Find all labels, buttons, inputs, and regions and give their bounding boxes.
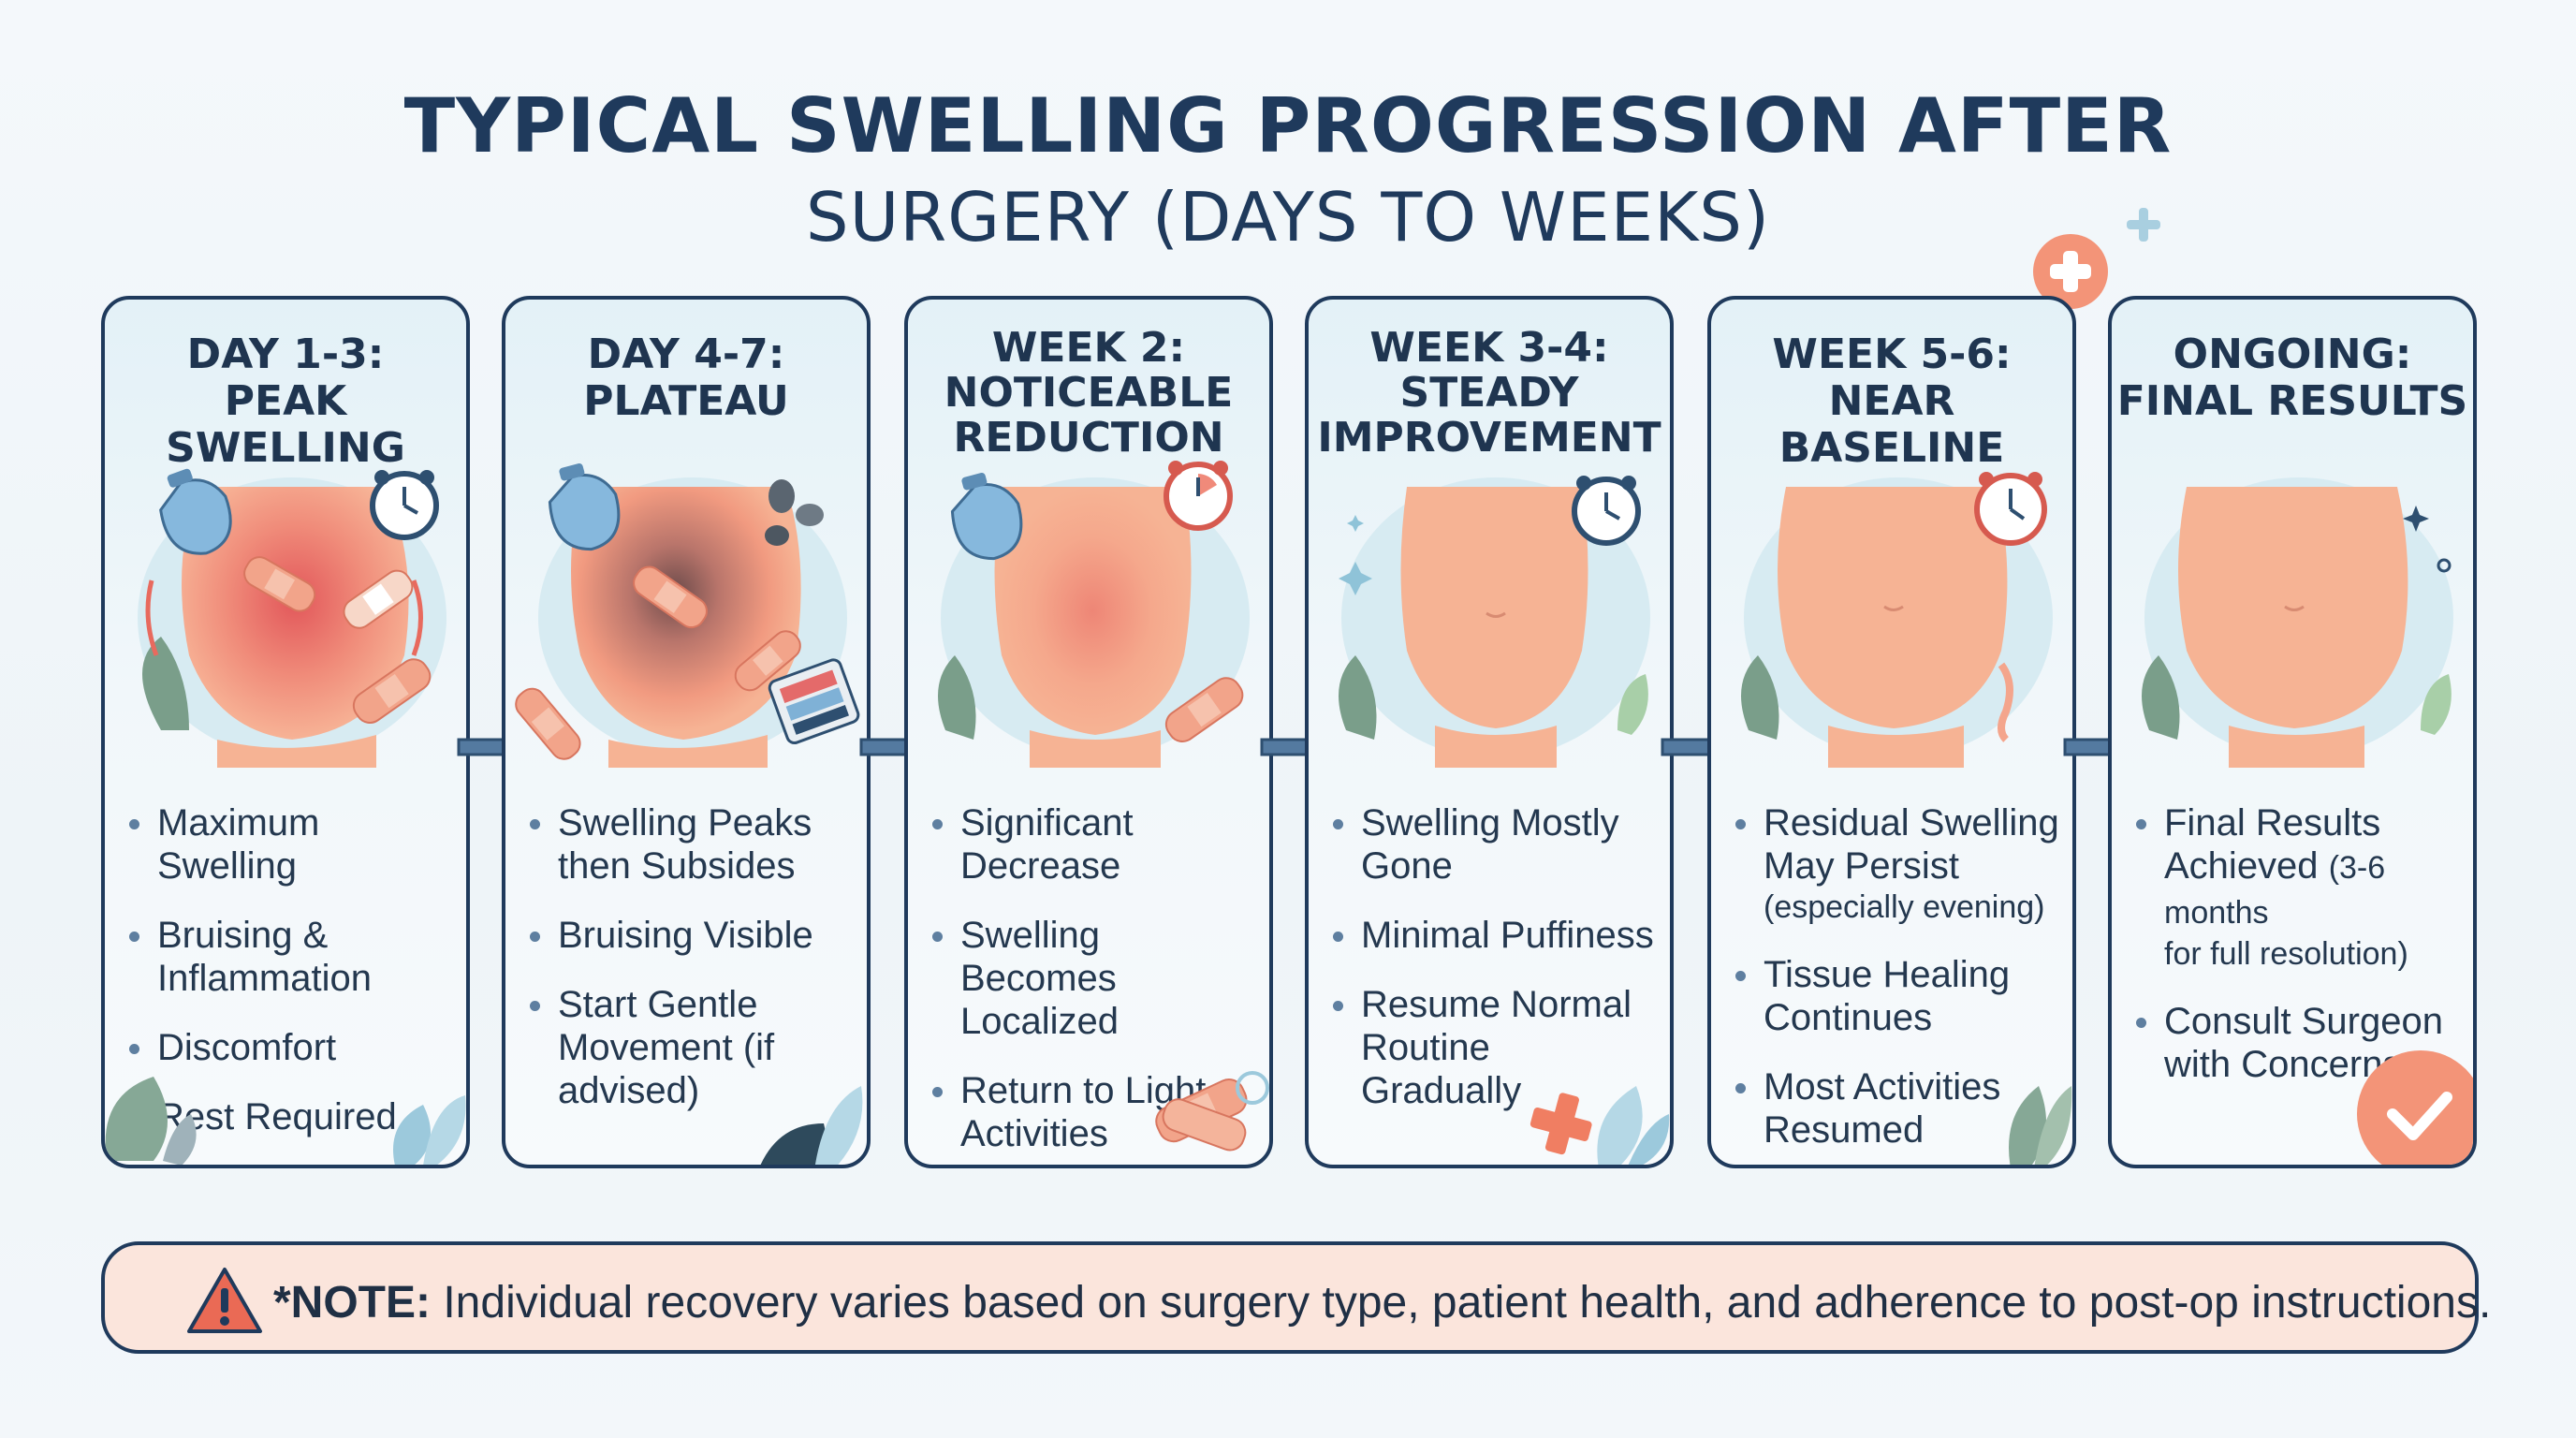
bullet-text: Final Results Achieved	[2164, 802, 2381, 887]
list-item: Swelling Becomes Localized	[927, 914, 1260, 1043]
checkmark-badge-icon	[2357, 1050, 2473, 1165]
alarm-clock-icon	[370, 470, 439, 540]
torso-near-baseline-illustration	[1741, 472, 2053, 768]
stage-period: ONGOING:	[2173, 330, 2412, 378]
ice-pack-icon	[950, 472, 1023, 561]
list-item: Resume Normal Routine Gradually	[1327, 983, 1661, 1112]
list-item: Bruising Visible	[524, 914, 857, 957]
stage-bullets: Final Results Achieved (3-6 months for fu…	[2130, 801, 2464, 1112]
stage-title-cont: IMPROVEMENT	[1317, 414, 1661, 462]
stage-title: FINAL RESULTS	[2116, 377, 2468, 425]
note-text: *NOTE: Individual recovery varies based …	[273, 1277, 2491, 1328]
stage-title: STEADY	[1399, 369, 1579, 417]
bandages-icon	[1155, 1071, 1269, 1152]
bandage-icon	[734, 630, 801, 692]
stage-heading: DAY 4-7: PLATEAU	[505, 331, 867, 425]
stage-card-ongoing: ONGOING: FINAL RESULTS Final Results Ach…	[2108, 296, 2477, 1168]
list-item: Final Results Achieved (3-6 months for fu…	[2130, 801, 2464, 974]
stage-card-week-3-4: WEEK 3-4: STEADY IMPROVEMENT Swelling Mo…	[1305, 296, 1674, 1168]
title-line-2: SURGERY (DAYS TO WEEKS)	[805, 178, 1771, 257]
stage-card-day-1-3: DAY 1-3: PEAK SWELLING	[101, 296, 470, 1168]
stage-title: NOTICEABLE	[944, 369, 1234, 417]
list-item: Maximum Swelling	[124, 801, 457, 888]
bandage-icon	[352, 658, 432, 724]
alarm-clock-icon	[1974, 472, 2047, 546]
stage-period: WEEK 2:	[991, 324, 1186, 372]
stage-title-cont: REDUCTION	[953, 414, 1224, 462]
stage-period: WEEK 5-6:	[1772, 330, 2012, 378]
stage-card-week-5-6: WEEK 5-6: NEAR BASELINE Residual Swellin…	[1707, 296, 2076, 1168]
ice-pack-icon	[159, 468, 232, 555]
torso-plateau-illustration	[515, 462, 860, 768]
sparkle-icon	[1339, 515, 1372, 595]
stage-title: NEAR BASELINE	[1778, 377, 2005, 472]
stage-title: PEAK SWELLING	[166, 377, 405, 472]
stage-bullets: Residual Swelling May Persist (especially…	[1730, 801, 2063, 1165]
alarm-clock-icon	[1164, 461, 1233, 531]
list-item: Start Gentle Movement (if advised)	[524, 983, 857, 1112]
note-banner: *NOTE: Individual recovery varies based …	[101, 1241, 2491, 1354]
bandage-icon	[633, 565, 708, 629]
circle-dot-icon	[2437, 558, 2452, 573]
warning-triangle-icon	[187, 1268, 262, 1333]
bullet-note-cont: for full resolution)	[2164, 936, 2408, 972]
bullet-note: (3-6 months	[2164, 850, 2386, 931]
medical-cross-icon	[1530, 1093, 1592, 1155]
stage-bullets: Swelling Peaks then Subsides Bruising Vi…	[524, 801, 857, 1138]
cold-pack-icon	[768, 658, 860, 745]
stage-bullets: Swelling Mostly Gone Minimal Puffiness R…	[1327, 801, 1661, 1138]
stage-heading: WEEK 3-4: STEADY IMPROVEMENT	[1309, 326, 1670, 461]
stage-heading: ONGOING: FINAL RESULTS	[2112, 331, 2473, 425]
stage-card-week-2: WEEK 2: NOTICEABLE REDUCTION	[904, 296, 1273, 1168]
note-body: Individual recovery varies based on surg…	[431, 1278, 2492, 1328]
list-item: Discomfort	[124, 1026, 457, 1069]
list-item: Consult Surgeon with Concerns	[2130, 1000, 2464, 1086]
stage-bullets: Significant Decrease Swelling Becomes Lo…	[927, 801, 1260, 1165]
stage-bullets: Maximum Swelling Bruising & Inflammation…	[124, 801, 457, 1165]
note-label: *NOTE:	[273, 1278, 431, 1328]
alarm-clock-icon	[1572, 476, 1641, 546]
stage-period: WEEK 3-4:	[1369, 324, 1609, 372]
list-item: Most Activities Resumed	[1730, 1065, 2063, 1152]
stage-title: PLATEAU	[583, 377, 789, 425]
medical-plus-badge-icon	[2033, 234, 2108, 309]
list-item: Residual Swelling May Persist (especially…	[1730, 801, 2063, 927]
small-plus-icon	[2127, 208, 2160, 242]
leaf-icon	[1597, 1086, 1670, 1165]
bullet-note: (especially evening)	[1764, 889, 2045, 925]
leaf-icon	[760, 1086, 863, 1165]
title-line-1: TYPICAL SWELLING PROGRESSION AFTER	[403, 82, 2173, 169]
bandage-icon	[343, 569, 414, 629]
stage-period: DAY 4-7:	[587, 330, 785, 378]
torso-peak-swelling-illustration	[138, 468, 446, 768]
stage-heading: WEEK 5-6: NEAR BASELINE	[1711, 331, 2072, 472]
list-item: Bruising & Inflammation	[124, 914, 457, 1000]
bandage-icon	[1164, 677, 1244, 742]
list-item: Swelling Peaks then Subsides	[524, 801, 857, 888]
leaf-icon	[105, 1077, 197, 1165]
leaf-icon	[2009, 1086, 2072, 1165]
bullet-text: Residual Swelling May Persist	[1764, 802, 2059, 887]
bandage-icon	[243, 556, 316, 612]
torso-reduction-illustration	[938, 461, 1250, 768]
list-item: Minimal Puffiness	[1327, 914, 1661, 957]
torso-steady-improvement-illustration	[1339, 476, 1650, 768]
list-item: Tissue Healing Continues	[1730, 953, 2063, 1039]
list-item: Return to Light Activities	[927, 1069, 1260, 1155]
list-item: Significant Decrease	[927, 801, 1260, 888]
drain-tube-icon	[1998, 662, 2013, 742]
leaf-icon	[393, 1095, 466, 1165]
stage-heading: WEEK 2: NOTICEABLE REDUCTION	[908, 326, 1269, 461]
stage-card-day-4-7: DAY 4-7: PLATEAU	[502, 296, 871, 1168]
stage-heading: DAY 1-3: PEAK SWELLING	[105, 331, 466, 472]
pebbles-icon	[765, 479, 824, 546]
stage-period: DAY 1-3:	[186, 330, 385, 378]
list-item: Rest Required	[124, 1095, 457, 1138]
torso-final-results-illustration	[2142, 477, 2453, 768]
sparkle-icon	[2403, 506, 2429, 532]
list-item: Swelling Mostly Gone	[1327, 801, 1661, 888]
ice-pack-icon	[548, 462, 621, 551]
bandage-icon	[515, 687, 581, 760]
